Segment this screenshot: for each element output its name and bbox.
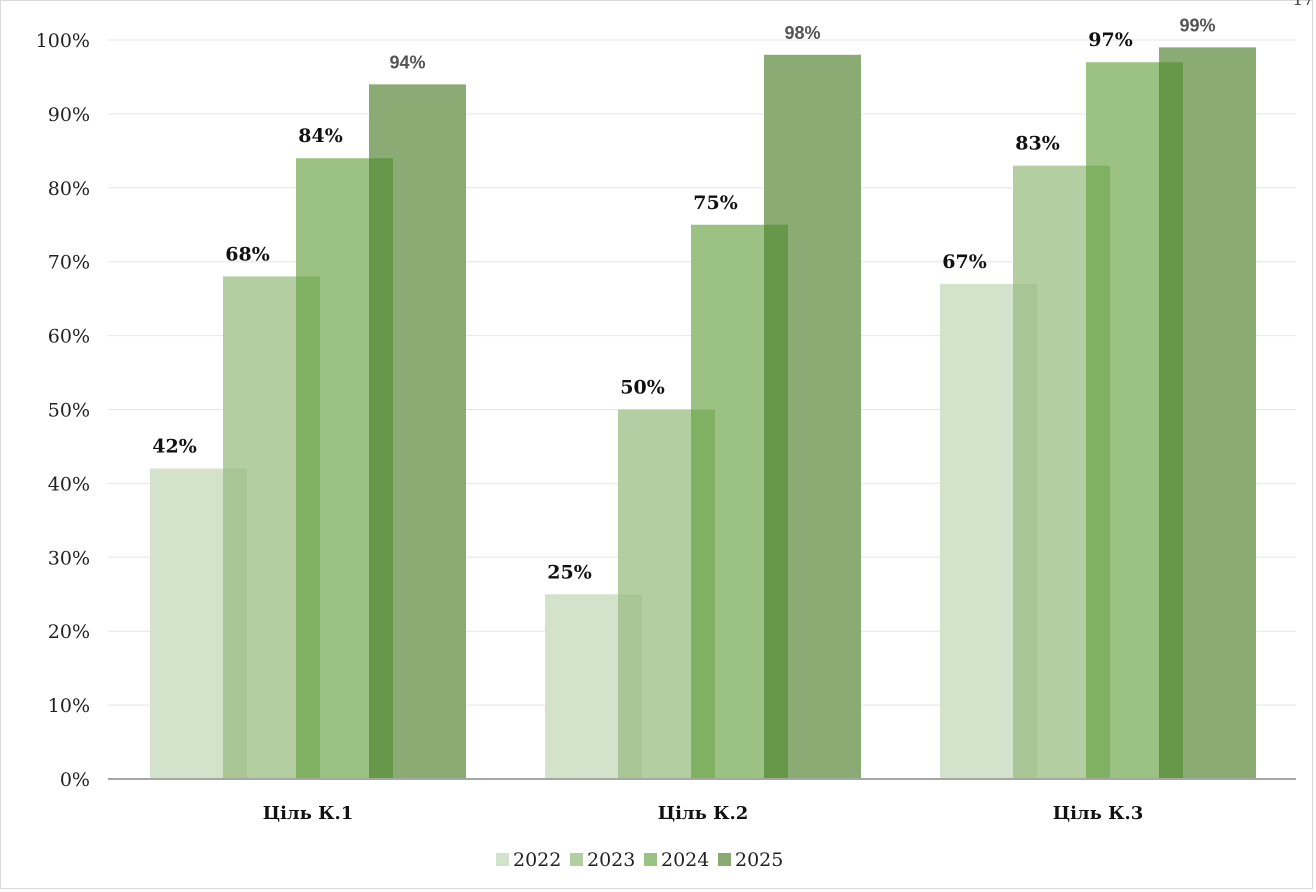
bar-overlaps (223, 62, 1183, 780)
x-axis-tick-labels: Ціль К.1 Ціль К.2 Ціль К.3 (263, 803, 1144, 824)
legend-label: 2024 (661, 849, 709, 871)
data-label: 75% (693, 192, 738, 214)
data-label: 68% (225, 243, 270, 265)
data-label: 99% (1179, 15, 1215, 35)
y-axis-tick-labels: 0% 10% 20% 30% 40% 50% 60% 70% 80% 90% 100% (36, 30, 90, 791)
bar-overlap (1086, 165, 1110, 779)
data-label: 42% (152, 436, 197, 458)
y-tick-label: 80% (48, 178, 90, 200)
bar-overlap (369, 158, 393, 780)
y-tick-label: 70% (48, 252, 90, 274)
bar-overlap (1159, 62, 1183, 780)
y-tick-label: 10% (48, 695, 90, 717)
y-tick-label: 100% (36, 30, 90, 52)
bar-overlap (223, 468, 247, 779)
x-tick-label: Ціль К.3 (1053, 803, 1144, 824)
bar-overlap (618, 594, 642, 779)
x-tick-label: Ціль К.2 (658, 803, 749, 824)
legend: 2022 2023 2024 2025 (496, 849, 783, 871)
page-number: 17 (1292, 0, 1314, 10)
bar-overlap (764, 224, 788, 779)
legend-swatch-2022 (496, 853, 509, 866)
data-label: 84% (298, 125, 343, 147)
y-tick-label: 90% (48, 104, 90, 126)
data-label: 25% (547, 561, 592, 583)
legend-swatch-2025 (718, 853, 731, 866)
data-label: 94% (389, 52, 425, 72)
y-tick-label: 0% (60, 769, 90, 791)
x-tick-label: Ціль К.1 (263, 803, 354, 824)
legend-label: 2022 (513, 849, 561, 871)
bar-overlap (1013, 283, 1037, 779)
legend-label: 2025 (735, 849, 783, 871)
bar-overlap (296, 276, 320, 779)
y-tick-label: 40% (48, 473, 90, 495)
data-label: 50% (620, 377, 665, 399)
y-tick-label: 50% (48, 400, 90, 422)
data-label: 67% (942, 251, 987, 273)
y-tick-label: 30% (48, 547, 90, 569)
data-labels: 42% 25% 67% 68% 50% 83% 84% 75% 97% 94% 98% 99% (152, 15, 1215, 583)
legend-label: 2023 (587, 849, 635, 871)
data-label: 97% (1088, 29, 1133, 51)
legend-swatch-2023 (570, 853, 583, 866)
legend-swatch-2024 (644, 853, 657, 866)
y-tick-label: 20% (48, 621, 90, 643)
y-tick-label: 60% (48, 326, 90, 348)
data-label: 83% (1015, 133, 1060, 155)
data-label: 98% (784, 23, 820, 43)
bar-overlap (691, 409, 715, 779)
